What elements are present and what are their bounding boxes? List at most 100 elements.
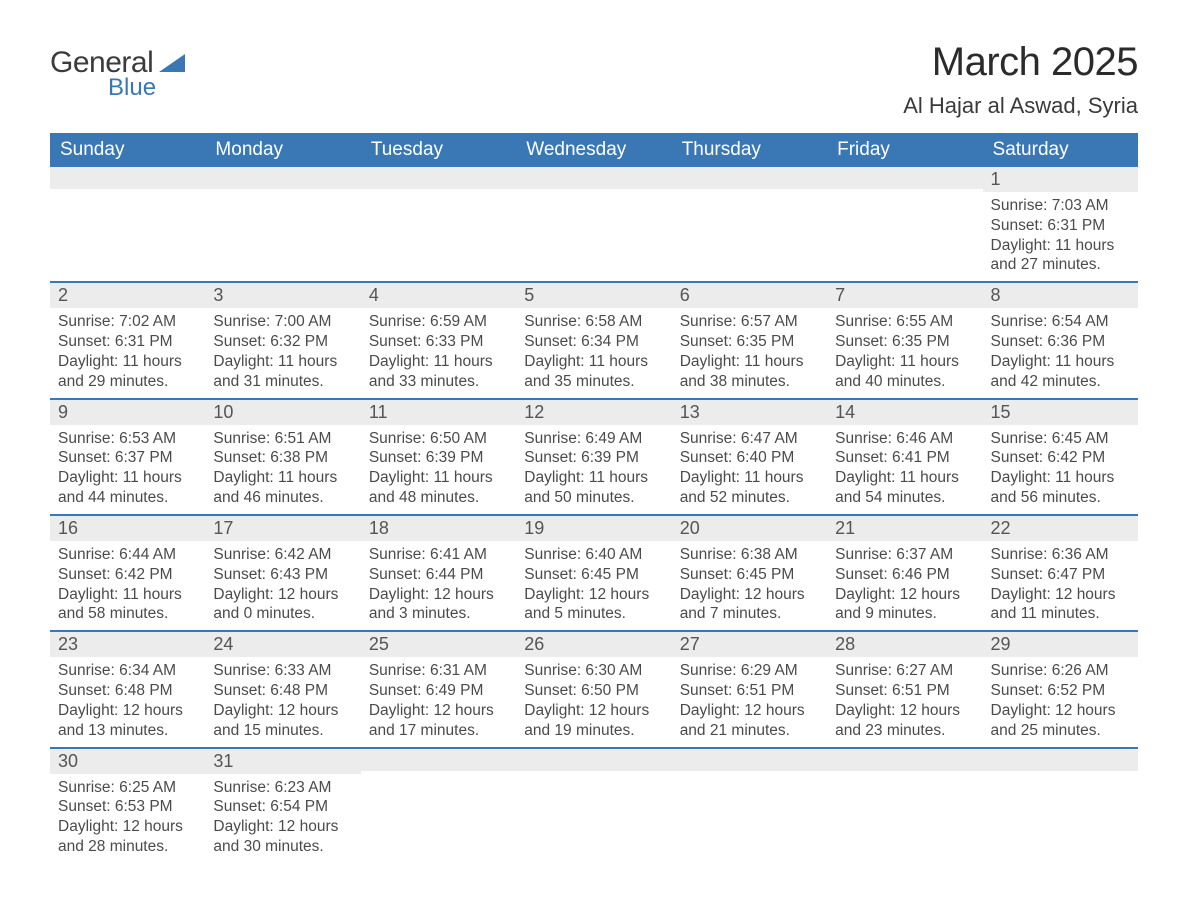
day-header-row: Sunday Monday Tuesday Wednesday Thursday… [50, 133, 1138, 167]
daylight-text: Daylight: 12 hours and 3 minutes. [369, 585, 508, 625]
sunrise-text: Sunrise: 6:59 AM [369, 312, 508, 332]
daylight-text: Daylight: 12 hours and 0 minutes. [213, 585, 352, 625]
day-number: 1 [983, 167, 1138, 192]
day-details: Sunrise: 6:55 AMSunset: 6:35 PMDaylight:… [827, 308, 982, 397]
daylight-text: Daylight: 11 hours and 42 minutes. [991, 352, 1130, 392]
daylight-text: Daylight: 12 hours and 21 minutes. [680, 701, 819, 741]
sunset-text: Sunset: 6:31 PM [991, 216, 1130, 236]
day-details: Sunrise: 6:33 AMSunset: 6:48 PMDaylight:… [205, 657, 360, 746]
daylight-text: Daylight: 11 hours and 58 minutes. [58, 585, 197, 625]
day-details: Sunrise: 6:57 AMSunset: 6:35 PMDaylight:… [672, 308, 827, 397]
day-number: 31 [205, 749, 360, 774]
day-header-wednesday: Wednesday [516, 133, 671, 167]
day-number: 18 [361, 516, 516, 541]
day-number [672, 167, 827, 189]
day-details: Sunrise: 6:54 AMSunset: 6:36 PMDaylight:… [983, 308, 1138, 397]
sunrise-text: Sunrise: 6:45 AM [991, 429, 1130, 449]
sunset-text: Sunset: 6:51 PM [835, 681, 974, 701]
header: General Blue March 2025 Al Hajar al Aswa… [50, 40, 1138, 119]
day-details: Sunrise: 6:40 AMSunset: 6:45 PMDaylight:… [516, 541, 671, 630]
day-number: 12 [516, 400, 671, 425]
day-cell: 1Sunrise: 7:03 AMSunset: 6:31 PMDaylight… [983, 167, 1138, 282]
sunset-text: Sunset: 6:36 PM [991, 332, 1130, 352]
calendar-table: Sunday Monday Tuesday Wednesday Thursday… [50, 133, 1138, 863]
sunset-text: Sunset: 6:40 PM [680, 448, 819, 468]
sunrise-text: Sunrise: 6:37 AM [835, 545, 974, 565]
day-number: 9 [50, 400, 205, 425]
sunset-text: Sunset: 6:51 PM [680, 681, 819, 701]
sunrise-text: Sunrise: 6:27 AM [835, 661, 974, 681]
day-details: Sunrise: 6:50 AMSunset: 6:39 PMDaylight:… [361, 425, 516, 514]
sunset-text: Sunset: 6:48 PM [213, 681, 352, 701]
day-cell: 7Sunrise: 6:55 AMSunset: 6:35 PMDaylight… [827, 282, 982, 398]
sunset-text: Sunset: 6:39 PM [369, 448, 508, 468]
day-number: 21 [827, 516, 982, 541]
day-cell: 14Sunrise: 6:46 AMSunset: 6:41 PMDayligh… [827, 399, 982, 515]
logo-word-blue: Blue [108, 74, 185, 102]
daylight-text: Daylight: 11 hours and 56 minutes. [991, 468, 1130, 508]
day-cell [361, 167, 516, 282]
day-number: 14 [827, 400, 982, 425]
sunset-text: Sunset: 6:34 PM [524, 332, 663, 352]
day-number: 28 [827, 632, 982, 657]
day-cell: 23Sunrise: 6:34 AMSunset: 6:48 PMDayligh… [50, 631, 205, 747]
day-cell: 12Sunrise: 6:49 AMSunset: 6:39 PMDayligh… [516, 399, 671, 515]
daylight-text: Daylight: 11 hours and 46 minutes. [213, 468, 352, 508]
day-details: Sunrise: 6:34 AMSunset: 6:48 PMDaylight:… [50, 657, 205, 746]
day-details: Sunrise: 6:36 AMSunset: 6:47 PMDaylight:… [983, 541, 1138, 630]
day-details: Sunrise: 6:27 AMSunset: 6:51 PMDaylight:… [827, 657, 982, 746]
day-cell: 9Sunrise: 6:53 AMSunset: 6:37 PMDaylight… [50, 399, 205, 515]
day-details: Sunrise: 7:02 AMSunset: 6:31 PMDaylight:… [50, 308, 205, 397]
week-row: 30Sunrise: 6:25 AMSunset: 6:53 PMDayligh… [50, 748, 1138, 863]
sunrise-text: Sunrise: 6:34 AM [58, 661, 197, 681]
sunrise-text: Sunrise: 6:58 AM [524, 312, 663, 332]
day-details: Sunrise: 6:51 AMSunset: 6:38 PMDaylight:… [205, 425, 360, 514]
daylight-text: Daylight: 11 hours and 31 minutes. [213, 352, 352, 392]
daylight-text: Daylight: 12 hours and 30 minutes. [213, 817, 352, 857]
sunrise-text: Sunrise: 6:42 AM [213, 545, 352, 565]
day-details: Sunrise: 7:03 AMSunset: 6:31 PMDaylight:… [983, 192, 1138, 281]
sunrise-text: Sunrise: 6:57 AM [680, 312, 819, 332]
sunset-text: Sunset: 6:42 PM [58, 565, 197, 585]
daylight-text: Daylight: 12 hours and 28 minutes. [58, 817, 197, 857]
sunrise-text: Sunrise: 6:38 AM [680, 545, 819, 565]
sunrise-text: Sunrise: 6:36 AM [991, 545, 1130, 565]
day-cell [516, 167, 671, 282]
day-details: Sunrise: 7:00 AMSunset: 6:32 PMDaylight:… [205, 308, 360, 397]
day-header-thursday: Thursday [672, 133, 827, 167]
sunset-text: Sunset: 6:52 PM [991, 681, 1130, 701]
sunset-text: Sunset: 6:45 PM [680, 565, 819, 585]
day-details: Sunrise: 6:58 AMSunset: 6:34 PMDaylight:… [516, 308, 671, 397]
daylight-text: Daylight: 12 hours and 23 minutes. [835, 701, 974, 741]
day-details: Sunrise: 6:59 AMSunset: 6:33 PMDaylight:… [361, 308, 516, 397]
day-details: Sunrise: 6:46 AMSunset: 6:41 PMDaylight:… [827, 425, 982, 514]
day-details: Sunrise: 6:25 AMSunset: 6:53 PMDaylight:… [50, 774, 205, 863]
daylight-text: Daylight: 12 hours and 7 minutes. [680, 585, 819, 625]
day-cell: 24Sunrise: 6:33 AMSunset: 6:48 PMDayligh… [205, 631, 360, 747]
daylight-text: Daylight: 11 hours and 35 minutes. [524, 352, 663, 392]
day-number [516, 749, 671, 771]
daylight-text: Daylight: 12 hours and 11 minutes. [991, 585, 1130, 625]
day-number: 13 [672, 400, 827, 425]
day-details: Sunrise: 6:29 AMSunset: 6:51 PMDaylight:… [672, 657, 827, 746]
daylight-text: Daylight: 11 hours and 40 minutes. [835, 352, 974, 392]
day-cell: 20Sunrise: 6:38 AMSunset: 6:45 PMDayligh… [672, 515, 827, 631]
sunrise-text: Sunrise: 6:31 AM [369, 661, 508, 681]
day-number: 6 [672, 283, 827, 308]
sunset-text: Sunset: 6:50 PM [524, 681, 663, 701]
daylight-text: Daylight: 12 hours and 5 minutes. [524, 585, 663, 625]
day-header-saturday: Saturday [983, 133, 1138, 167]
day-cell: 10Sunrise: 6:51 AMSunset: 6:38 PMDayligh… [205, 399, 360, 515]
sunrise-text: Sunrise: 6:29 AM [680, 661, 819, 681]
sunset-text: Sunset: 6:33 PM [369, 332, 508, 352]
daylight-text: Daylight: 11 hours and 48 minutes. [369, 468, 508, 508]
location-label: Al Hajar al Aswad, Syria [903, 93, 1138, 119]
daylight-text: Daylight: 12 hours and 17 minutes. [369, 701, 508, 741]
week-row: 9Sunrise: 6:53 AMSunset: 6:37 PMDaylight… [50, 399, 1138, 515]
sunset-text: Sunset: 6:53 PM [58, 797, 197, 817]
day-details: Sunrise: 6:30 AMSunset: 6:50 PMDaylight:… [516, 657, 671, 746]
sunrise-text: Sunrise: 6:54 AM [991, 312, 1130, 332]
sunrise-text: Sunrise: 6:41 AM [369, 545, 508, 565]
day-details: Sunrise: 6:41 AMSunset: 6:44 PMDaylight:… [361, 541, 516, 630]
day-cell: 5Sunrise: 6:58 AMSunset: 6:34 PMDaylight… [516, 282, 671, 398]
